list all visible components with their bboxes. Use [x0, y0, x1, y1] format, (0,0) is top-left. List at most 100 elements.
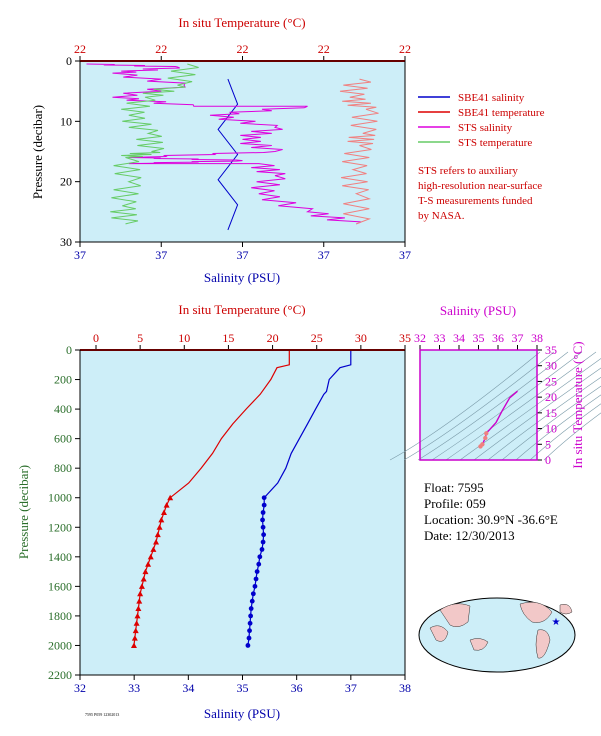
main-pressure-tick-label: 800: [54, 461, 72, 475]
main-sal-tick-label: 38: [399, 681, 411, 695]
salinity-point: [261, 495, 267, 501]
map-land-north-america: [519, 602, 553, 623]
temperature-point: [138, 583, 145, 589]
main-temp-axis-title: In situ Temperature (°C): [178, 302, 305, 317]
top-temp-tick-label: 22: [155, 42, 167, 56]
salinity-point: [261, 532, 267, 538]
main-sal-tick-label: 33: [128, 681, 140, 695]
isopycnal-line: [515, 394, 601, 461]
ts-series: [478, 390, 518, 449]
ts-temp-tick-label: 20: [545, 390, 557, 404]
salinity-point: [256, 561, 262, 567]
main-sal-ticks: 32 33 34 35 36 37 38: [74, 675, 411, 695]
top-sal-tick-label: 37: [74, 248, 86, 262]
float-location-marker-icon: ★: [552, 617, 561, 628]
main-series: [130, 350, 352, 648]
main-plot-area: [80, 350, 405, 675]
map-land-europe: [559, 604, 573, 615]
map-land-asia: [439, 603, 471, 628]
top-pressure-tick-label: 10: [60, 114, 72, 128]
main-pressure-tick-label: 200: [54, 373, 72, 387]
isopycnal-line: [501, 385, 601, 461]
main-sal-tick-label: 36: [291, 681, 303, 695]
temperature-point: [131, 635, 138, 641]
main-temp-tick-label: 20: [267, 331, 279, 345]
footer-stamp: 7595 P059 12302013: [85, 712, 119, 717]
temperature-point: [145, 561, 152, 567]
top-sal-tick-label: 37: [155, 248, 167, 262]
isopycnal-line: [459, 358, 601, 461]
main-pressure-tick-label: 2000: [48, 638, 72, 652]
temperature-point: [130, 642, 137, 648]
temperature-point: [147, 553, 154, 560]
temperature-point: [158, 516, 165, 523]
map-land-south-america: [535, 629, 551, 659]
salinity-point: [254, 569, 260, 574]
main-sal-tick-label: 32: [74, 681, 86, 695]
note-line: T-S measurements funded: [418, 195, 533, 207]
temperature-point: [137, 590, 144, 597]
ts-sal-tick-label: 37: [512, 331, 524, 345]
main-pressure-tick-label: 1800: [48, 609, 72, 623]
main-temp-tick-label: 15: [222, 331, 234, 345]
float-id: Float: 7595: [424, 480, 484, 495]
legend-label: STS temperature: [458, 137, 532, 149]
main-sal-tick-label: 35: [237, 681, 249, 695]
temperature-point: [133, 620, 140, 626]
note-line: STS refers to auxiliary: [418, 165, 518, 177]
isopycnal-line: [445, 351, 597, 461]
map-land-australia: [469, 638, 489, 651]
top-series-line-sts-salinity: [86, 63, 362, 225]
main-temp-ticks: 0 5 10 15 20 25 30 35: [93, 331, 411, 350]
top-plot-frame: [79, 60, 406, 243]
salinity-point: [260, 517, 265, 523]
ts-sal-tick-label: 33: [434, 331, 446, 345]
salinity-point: [247, 620, 253, 626]
main-pressure-tick-label: 2200: [48, 668, 72, 682]
main-temp-tick-label: 10: [178, 331, 190, 345]
legend-label: STS salinity: [458, 122, 513, 134]
temperature-point: [142, 568, 149, 575]
world-map: ★: [418, 597, 576, 673]
top-pressure-axis-title: Pressure (decibar): [30, 105, 45, 199]
ts-point: [483, 435, 488, 441]
main-pressure-tick-label: 1600: [48, 579, 72, 593]
salinity-point: [246, 635, 252, 641]
salinity-point: [247, 628, 252, 634]
ts-sal-tick-label: 35: [473, 331, 485, 345]
top-sal-tick-label: 37: [318, 248, 330, 262]
salinity-point: [245, 643, 251, 648]
note-line: high-resolution near-surface: [418, 180, 542, 192]
salinity-point: [253, 576, 259, 582]
main-pressure-tick-label: 0: [66, 343, 72, 357]
top-temp-axis-title: In situ Temperature (°C): [178, 15, 305, 30]
salinity-point: [260, 539, 266, 545]
ts-point: [480, 442, 485, 447]
main-pressure-tick-label: 600: [54, 432, 72, 446]
ts-sal-tick-label: 36: [492, 331, 504, 345]
ts-temp-tick-label: 5: [545, 437, 551, 451]
temperature-point: [134, 612, 141, 619]
isopycnal-line: [417, 351, 569, 461]
temperature-point: [140, 575, 147, 582]
ts-temp-tick-label: 0: [545, 453, 551, 467]
main-temp-tick-label: 5: [137, 331, 143, 345]
ts-sal-tick-label: 38: [531, 331, 543, 345]
top-pressure-ticks: 0 10 20 30: [60, 54, 80, 249]
main-temp-tick-label: 35: [399, 331, 411, 345]
top-pressure-tick-label: 20: [60, 175, 72, 189]
isopycnal-line: [389, 351, 541, 461]
temperature-point: [154, 531, 161, 538]
top-sal-tick-label: 37: [399, 248, 411, 262]
ts-plot-frame: [419, 349, 538, 461]
float-info: Float: 7595 Profile: 059 Location: 30.9°…: [424, 480, 558, 543]
temperature-point: [136, 598, 143, 604]
top-plot-area: [80, 61, 405, 242]
isopycnal-line: [473, 367, 601, 461]
salinity-point: [260, 524, 266, 530]
top-temp-tick-label: 22: [237, 42, 249, 56]
location: Location: 30.9°N -36.6°E: [424, 512, 558, 527]
isopycnal-line: [543, 412, 601, 461]
top-panel: In situ Temperature (°C) 22 22 22 22 22 Sali…: [30, 15, 411, 285]
